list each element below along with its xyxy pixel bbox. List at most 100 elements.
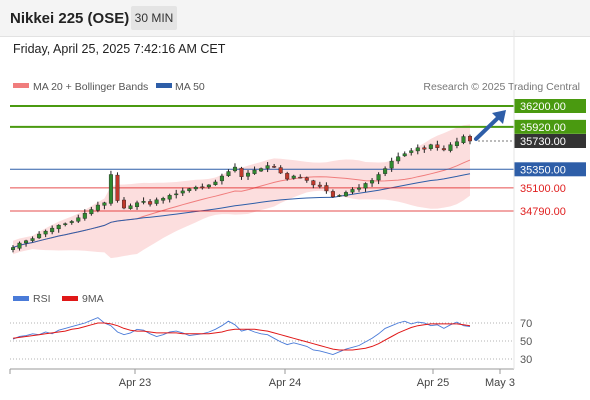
candle <box>43 229 48 238</box>
x-axis: Apr 23 Apr 24 Apr 25 May 3 <box>9 369 515 389</box>
rsi-tick-label: 70 <box>520 318 532 330</box>
candle-body <box>448 144 453 151</box>
candle-body <box>285 173 290 180</box>
candle <box>461 134 466 145</box>
candle <box>435 140 440 151</box>
candle-body <box>63 223 68 225</box>
candle-body <box>174 193 179 196</box>
candle <box>428 143 433 151</box>
candle <box>108 170 113 206</box>
candle <box>200 183 205 190</box>
candle <box>324 182 329 194</box>
candle-body <box>213 181 218 185</box>
candle-body <box>128 205 133 209</box>
ma9-legend-label: 9MA <box>82 293 104 305</box>
candle-body <box>76 217 81 222</box>
candle-body <box>187 188 192 191</box>
candle-body <box>56 224 61 230</box>
candle-body <box>265 165 270 169</box>
candle <box>278 165 283 174</box>
candle-body <box>148 201 153 205</box>
candle-body <box>363 183 368 189</box>
candle <box>409 148 414 156</box>
candle <box>343 190 348 197</box>
candle <box>174 189 179 199</box>
ma20-legend-swatch <box>13 83 29 88</box>
interval-button[interactable]: 30 MIN <box>131 6 177 30</box>
candle-body <box>89 209 94 215</box>
instrument-title: Nikkei 225 (OSE) <box>10 10 130 27</box>
candle <box>115 172 120 203</box>
candle <box>454 137 459 149</box>
candle <box>10 245 15 253</box>
chart-header: Nikkei 225 (OSE) 30 MIN <box>0 0 590 37</box>
level-label-35920-00: 35920.00 <box>520 122 566 134</box>
candle-body <box>304 177 309 181</box>
candle-body <box>259 168 264 172</box>
candle-body <box>396 156 401 162</box>
copyright-text: Research © 2025 Trading Central <box>423 81 580 93</box>
candle <box>350 187 355 195</box>
candle <box>422 145 427 153</box>
candle-body <box>246 172 251 177</box>
candle <box>330 189 335 198</box>
candle-body <box>37 233 42 239</box>
rsi-panel: 70 50 30 <box>10 317 532 366</box>
rsi-ma9-line <box>12 322 471 351</box>
candle <box>376 172 381 185</box>
x-tick-label: Apr 24 <box>269 377 301 389</box>
level-tag-36200-00 <box>514 99 586 113</box>
candle <box>239 166 244 180</box>
level-label-34790-00: 34790.00 <box>520 206 566 218</box>
trend-arrow-head <box>492 110 506 124</box>
candle-body <box>311 180 316 186</box>
candle-body <box>272 166 277 168</box>
candle-body <box>232 166 237 172</box>
rsi-tick-label: 30 <box>520 354 532 366</box>
candle <box>265 162 270 173</box>
level-tag-35350-00 <box>514 162 586 177</box>
candle <box>226 169 231 177</box>
candle-body <box>278 167 283 174</box>
candle <box>50 225 55 235</box>
candle-body <box>383 168 388 174</box>
candle-body <box>154 199 159 204</box>
level-label-35350-00: 35350.00 <box>520 164 566 176</box>
candle-body <box>95 204 100 211</box>
candle-body <box>121 199 126 209</box>
candle <box>128 203 133 210</box>
candle-body <box>409 150 414 153</box>
candle-body <box>441 148 446 151</box>
candle-body <box>206 184 211 188</box>
candle-body <box>43 230 48 235</box>
candle <box>37 231 42 239</box>
candle <box>56 224 61 233</box>
candle-body <box>226 171 231 177</box>
candle <box>219 173 224 185</box>
candle <box>357 184 362 192</box>
level-label-35100-00: 35100.00 <box>520 183 566 195</box>
candle <box>259 167 264 172</box>
candle <box>76 214 81 223</box>
candle-body <box>343 192 348 197</box>
rsi-legend-label: RSI <box>33 293 51 305</box>
price-levels: 36200.00 35920.00 35730.00 35350.00 35100.00… <box>10 99 586 218</box>
candle <box>396 152 401 164</box>
candle-body <box>30 238 35 241</box>
candle-body <box>180 190 185 194</box>
candle <box>69 220 74 225</box>
candle <box>24 239 29 247</box>
candle <box>448 142 453 153</box>
ma50-legend-label: MA 50 <box>175 81 205 93</box>
candle-body <box>161 198 166 201</box>
candle-body <box>402 153 407 157</box>
candle-body <box>337 195 342 197</box>
candle <box>252 166 257 175</box>
candle <box>402 151 407 157</box>
level-label-36200-00: 36200.00 <box>520 101 566 113</box>
ma50-legend-swatch <box>156 83 172 88</box>
candle-body <box>376 174 381 181</box>
candle-body <box>167 195 172 200</box>
rsi-line <box>12 317 471 355</box>
candle-body <box>357 187 362 190</box>
